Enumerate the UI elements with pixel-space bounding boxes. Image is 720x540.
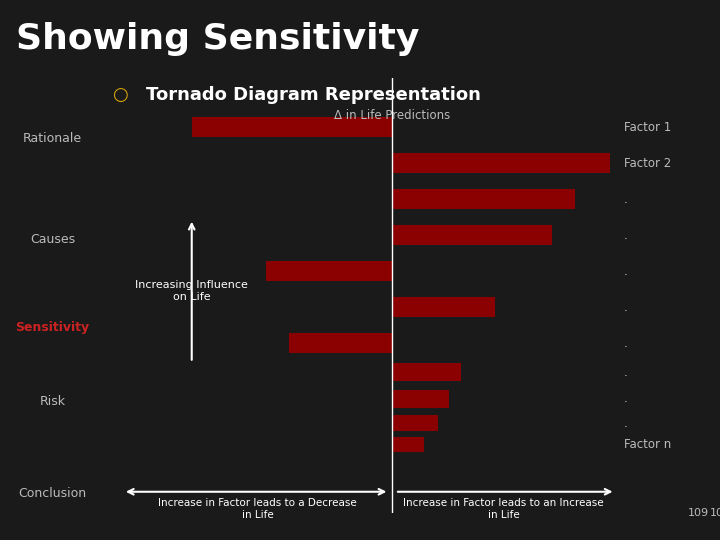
- Text: Factor 2: Factor 2: [624, 157, 671, 170]
- Text: .: .: [624, 265, 628, 278]
- Text: Sensitivity: Sensitivity: [15, 321, 89, 334]
- Text: Conclusion: Conclusion: [18, 487, 86, 501]
- Text: .: .: [624, 366, 628, 379]
- Bar: [392, 363, 461, 381]
- Text: .: .: [624, 417, 628, 430]
- Bar: [192, 117, 392, 138]
- Text: Factor 1: Factor 1: [624, 121, 671, 134]
- Text: Showing Sensitivity: Showing Sensitivity: [16, 22, 419, 56]
- Bar: [392, 153, 610, 173]
- Bar: [392, 390, 449, 408]
- Text: ○: ○: [112, 86, 127, 104]
- Text: .: .: [624, 193, 628, 206]
- Bar: [266, 261, 392, 281]
- Text: Tornado Diagram Representation: Tornado Diagram Representation: [146, 86, 481, 104]
- Text: Increase in Factor leads to an Increase
in Life: Increase in Factor leads to an Increase …: [403, 498, 604, 520]
- Bar: [392, 437, 423, 452]
- Text: Causes: Causes: [30, 233, 75, 246]
- Text: 109: 109: [710, 508, 720, 518]
- Text: Δ in Life Predictions: Δ in Life Predictions: [334, 110, 450, 123]
- Bar: [392, 189, 575, 210]
- Text: .: .: [624, 392, 628, 405]
- Text: Increase in Factor leads to a Decrease
in Life: Increase in Factor leads to a Decrease i…: [158, 498, 357, 520]
- Text: .: .: [624, 228, 628, 242]
- Text: .: .: [624, 301, 628, 314]
- Bar: [289, 333, 392, 353]
- Text: Risk: Risk: [40, 395, 66, 408]
- Text: .: .: [624, 336, 628, 349]
- Text: 109: 109: [688, 508, 709, 518]
- Bar: [392, 297, 495, 317]
- Text: Increasing Influence
on Life: Increasing Influence on Life: [135, 280, 248, 301]
- Text: Factor n: Factor n: [624, 438, 671, 451]
- Bar: [392, 225, 552, 245]
- Bar: [392, 415, 438, 431]
- Text: Rationale: Rationale: [23, 132, 82, 145]
